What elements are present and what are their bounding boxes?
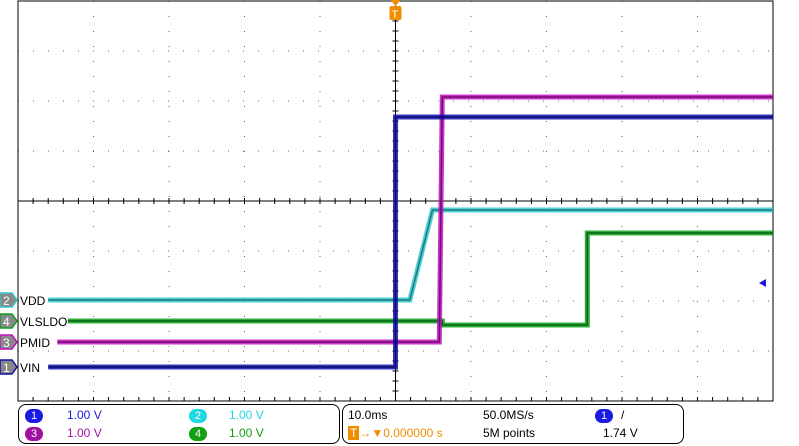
- trace-label-vlsldo: VLSLDO: [20, 315, 67, 329]
- channel-1-marker-number: 1: [3, 361, 10, 375]
- channel-scale-panel: 1 1.00 V 2 1.00 V 3 1.00 V 4 1.00 V: [18, 404, 340, 444]
- channel-2-marker: [0, 292, 18, 308]
- trace-label-vin: VIN: [20, 361, 40, 375]
- channel-3-marker-number: 3: [3, 336, 10, 350]
- sample-rate: 50.0MS/s: [483, 408, 534, 422]
- time-scale: 10.0ms: [348, 408, 388, 422]
- channel-3-badge[interactable]: 3: [25, 427, 43, 441]
- channel-3-scale: 1.00 V: [67, 426, 102, 440]
- trace-vin-core: [48, 116, 773, 368]
- channel-1-badge[interactable]: 1: [25, 409, 43, 423]
- channel-4-scale: 1.00 V: [229, 426, 264, 440]
- trigger-slope-icon: /: [621, 408, 625, 422]
- channel-2-scale: 1.00 V: [229, 408, 264, 422]
- trace-vlsldo-core: [67, 232, 773, 326]
- trigger-level: 1.74 V: [603, 426, 638, 440]
- channel-3-marker: [0, 334, 18, 350]
- trigger-arrow-icon: [390, 0, 401, 6]
- plot-area: 2 VDD 4 VLSLDO 3 PMID 1 VIN T: [0, 0, 774, 402]
- trigger-level-marker: [759, 279, 766, 287]
- channel-4-marker: [0, 313, 18, 329]
- channel-1-marker: [0, 359, 18, 375]
- trigger-marker-label: T: [392, 9, 399, 21]
- trace-label-pmid: PMID: [20, 336, 50, 350]
- trigger-position-icon: T: [348, 426, 360, 440]
- trace-label-vdd: VDD: [20, 294, 46, 308]
- channel-4-marker-number: 4: [3, 315, 10, 329]
- channel-1-scale: 1.00 V: [67, 408, 102, 422]
- trigger-source-badge[interactable]: 1: [595, 409, 613, 423]
- timebase-panel: 10.0ms 50.0MS/s 1 / T →▼0.000000 s 5M poi…: [342, 404, 684, 444]
- channel-4-badge[interactable]: 4: [189, 427, 207, 441]
- trace-vdd-core: [48, 209, 773, 301]
- channel-2-marker-number: 2: [3, 294, 10, 308]
- trigger-position: 0.000000 s: [383, 426, 443, 440]
- trigger-position-marker: [389, 6, 402, 20]
- trace-pmid-core: [57, 96, 773, 343]
- record-length: 5M points: [483, 426, 536, 440]
- channel-2-badge[interactable]: 2: [189, 409, 207, 423]
